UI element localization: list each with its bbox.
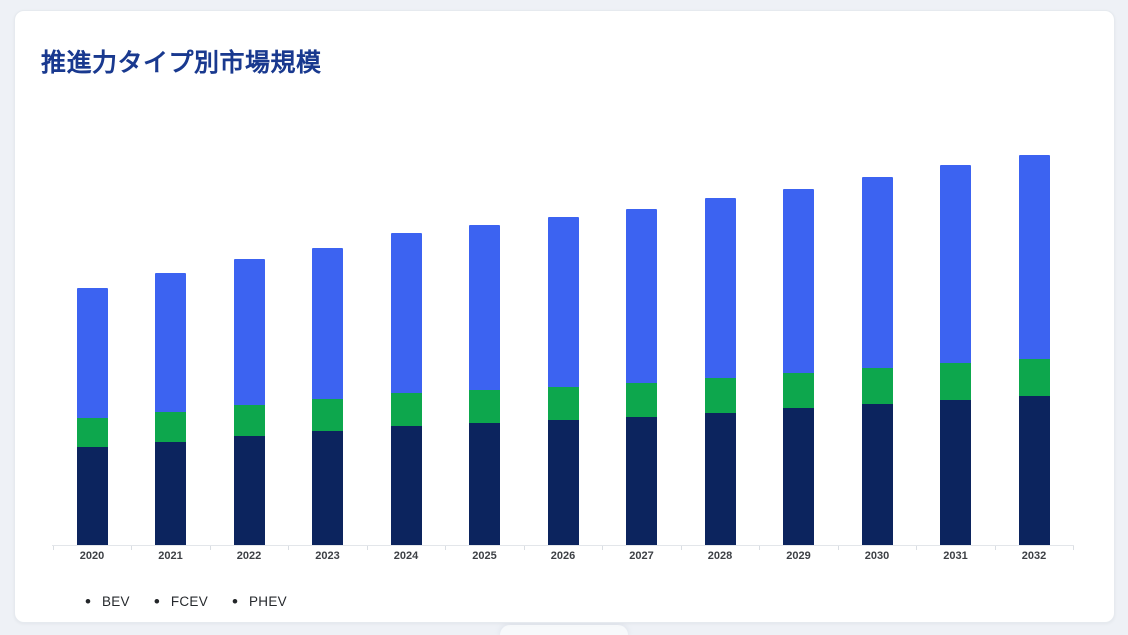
bar-2028[interactable] [704, 198, 736, 545]
segment-bev-2024[interactable] [390, 426, 422, 545]
segment-fcev-2021[interactable] [155, 412, 186, 442]
bar-2031[interactable] [940, 165, 971, 545]
legend-bullet-icon: • [153, 592, 160, 611]
segment-bev-2022[interactable] [233, 436, 265, 545]
segment-bev-2020[interactable] [76, 447, 108, 545]
segment-fcev-2030[interactable] [861, 368, 893, 404]
segment-phev-2023[interactable] [312, 248, 343, 399]
segment-fcev-2029[interactable] [783, 373, 814, 408]
legend-item-phev[interactable]: • PHEV [232, 593, 287, 610]
segment-fcev-2022[interactable] [233, 405, 265, 436]
legend-item-bev[interactable]: • BEV [85, 593, 130, 610]
segment-bev-2025[interactable] [469, 423, 500, 545]
segment-phev-2025[interactable] [469, 225, 500, 390]
segment-phev-2031[interactable] [940, 165, 971, 363]
bar-2023[interactable] [312, 248, 343, 545]
segment-phev-2022[interactable] [233, 259, 265, 405]
page-title: 推進力タイプ別市場規模 [41, 49, 322, 77]
bar-2024[interactable] [390, 233, 422, 545]
segment-bev-2021[interactable] [155, 442, 186, 545]
segment-fcev-2027[interactable] [626, 383, 657, 417]
bar-2026[interactable] [547, 217, 579, 545]
legend-label: FCEV [170, 594, 209, 609]
segment-bev-2023[interactable] [312, 431, 343, 545]
segment-fcev-2024[interactable] [390, 393, 422, 426]
segment-bev-2027[interactable] [626, 417, 657, 545]
bar-2020[interactable] [76, 288, 108, 545]
legend-item-fcev[interactable]: • FCEV [154, 593, 208, 610]
segment-bev-2029[interactable] [783, 408, 814, 545]
segment-bev-2028[interactable] [704, 413, 736, 545]
legend-bullet-icon: • [232, 592, 238, 611]
legend-label: PHEV [249, 594, 287, 609]
segment-fcev-2020[interactable] [76, 418, 108, 447]
bar-2021[interactable] [155, 273, 186, 545]
bar-2027[interactable] [626, 209, 657, 545]
bar-2022[interactable] [233, 259, 265, 545]
bar-2030[interactable] [861, 177, 893, 545]
segment-phev-2021[interactable] [155, 273, 186, 412]
segment-fcev-2032[interactable] [1018, 359, 1050, 396]
bar-2032[interactable] [1018, 155, 1050, 545]
segment-phev-2030[interactable] [861, 177, 893, 368]
chart-legend: • BEV • FCEV • PHEV [85, 593, 287, 610]
element-peeking-below-card [500, 625, 628, 635]
segment-phev-2020[interactable] [76, 288, 108, 418]
segment-fcev-2031[interactable] [940, 363, 971, 400]
segment-phev-2032[interactable] [1018, 155, 1050, 359]
segment-phev-2029[interactable] [783, 189, 814, 373]
segment-fcev-2026[interactable] [547, 387, 579, 420]
legend-label: BEV [101, 594, 130, 609]
segment-fcev-2023[interactable] [312, 399, 343, 431]
segment-phev-2028[interactable] [704, 198, 736, 378]
segment-bev-2026[interactable] [547, 420, 579, 545]
segment-bev-2030[interactable] [861, 404, 893, 545]
segment-fcev-2028[interactable] [704, 378, 736, 413]
segment-phev-2026[interactable] [547, 217, 579, 387]
segment-phev-2027[interactable] [626, 209, 657, 383]
segment-fcev-2025[interactable] [469, 390, 500, 423]
segment-bev-2032[interactable] [1018, 396, 1050, 545]
segment-bev-2031[interactable] [940, 400, 971, 545]
segment-phev-2024[interactable] [390, 233, 422, 393]
legend-bullet-icon: • [85, 592, 91, 611]
bar-2025[interactable] [469, 225, 500, 545]
bar-2029[interactable] [783, 189, 814, 545]
